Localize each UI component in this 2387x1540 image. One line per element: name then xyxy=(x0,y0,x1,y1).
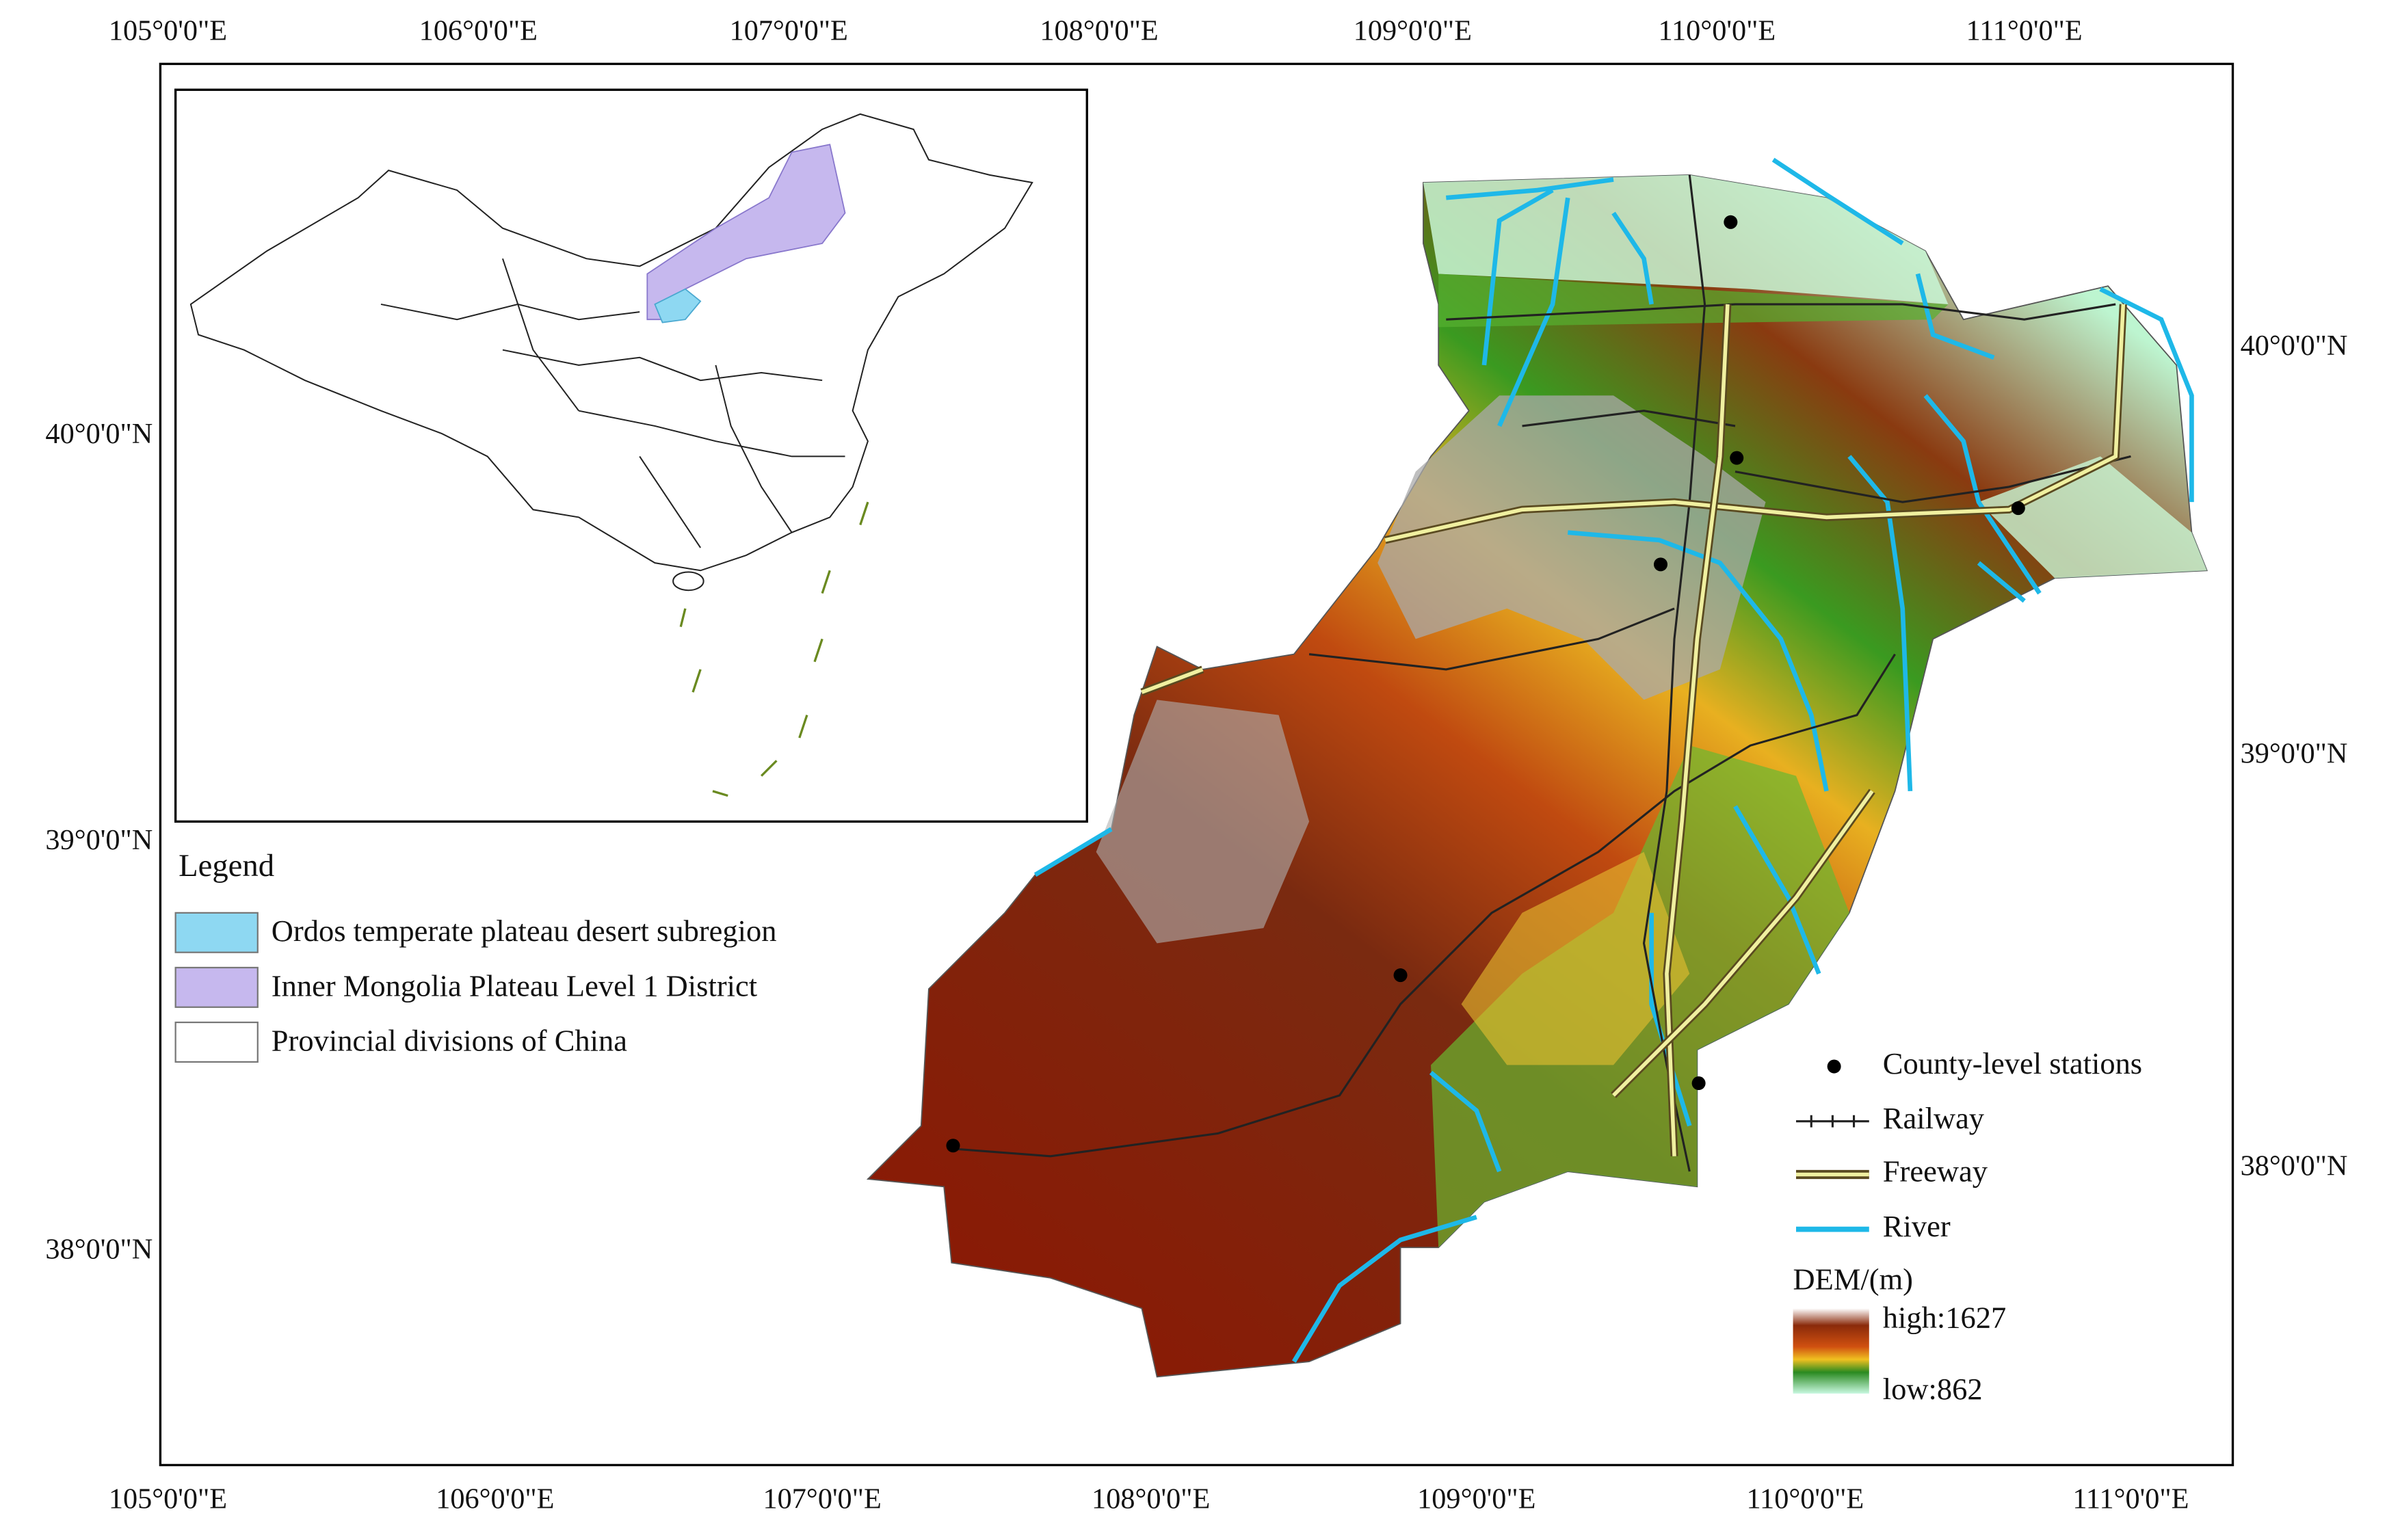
legend-station xyxy=(1827,1059,1841,1074)
bottom-coord-label: 107°0'0"E xyxy=(763,1483,882,1515)
top-coord-label: 105°0'0"E xyxy=(109,15,227,47)
left-coord-label: 38°0'0"N xyxy=(45,1234,153,1266)
inset-sea-lines xyxy=(679,501,869,797)
bottom-coord-label: 109°0'0"E xyxy=(1417,1483,1535,1515)
bottom-coord-label: 106°0'0"E xyxy=(436,1483,554,1515)
map-frame xyxy=(159,62,2234,1467)
legend-item: Railway xyxy=(1883,1101,1985,1135)
legend-swatch xyxy=(174,966,259,1008)
right-coord-label: 39°0'0"N xyxy=(2241,737,2348,769)
legend-item: Freeway xyxy=(1883,1154,1988,1189)
legend-swatch xyxy=(174,1021,259,1063)
legend-item: River xyxy=(1883,1209,1951,1243)
legend-item: Provincial divisions of China xyxy=(272,1023,627,1057)
legend-item: Inner Mongolia Plateau Level 1 District xyxy=(272,968,758,1003)
legend-title: Legend xyxy=(179,848,274,884)
legend-item: Ordos temperate plateau desert subregion xyxy=(272,914,777,948)
legend-railway xyxy=(1796,1115,1869,1128)
bottom-coord-label: 108°0'0"E xyxy=(1092,1483,1210,1515)
top-coord-label: 110°0'0"E xyxy=(1658,15,1776,47)
legend-swatch xyxy=(174,912,259,953)
left-coord-label: 39°0'0"N xyxy=(45,824,153,856)
bottom-coord-label: 105°0'0"E xyxy=(109,1483,227,1515)
left-coord-label: 40°0'0"N xyxy=(45,418,153,450)
coordinate-labels: 105°0'0"E 106°0'0"E 107°0'0"E 108°0'0"E 109°… xyxy=(45,15,2347,1515)
inset-ordos xyxy=(654,288,702,323)
dem-high: high:1627 xyxy=(1883,1300,2006,1334)
inset-frame xyxy=(174,88,1088,823)
legend-item: County-level stations xyxy=(1883,1046,2142,1080)
top-coord-label: 109°0'0"E xyxy=(1354,15,1472,47)
stations xyxy=(946,215,2025,1153)
freeways xyxy=(1140,304,2127,1157)
right-coord-label: 40°0'0"N xyxy=(2241,330,2348,362)
top-coord-label: 107°0'0"E xyxy=(730,15,848,47)
study-area xyxy=(866,174,2208,1378)
right-coord-label: 38°0'0"N xyxy=(2241,1150,2348,1182)
dem-colorbar xyxy=(1793,1308,1869,1394)
top-coord-label: 108°0'0"E xyxy=(1040,15,1158,47)
bottom-coord-label: 111°0'0"E xyxy=(2072,1483,2189,1515)
bottom-coord-label: 110°0'0"E xyxy=(1747,1483,1864,1515)
dem-title: DEM/(m) xyxy=(1793,1262,1913,1297)
inset-china xyxy=(189,113,1033,592)
top-coord-label: 111°0'0"E xyxy=(1966,15,2083,47)
dem-low: low:862 xyxy=(1883,1372,1983,1406)
top-coord-label: 106°0'0"E xyxy=(419,15,538,47)
